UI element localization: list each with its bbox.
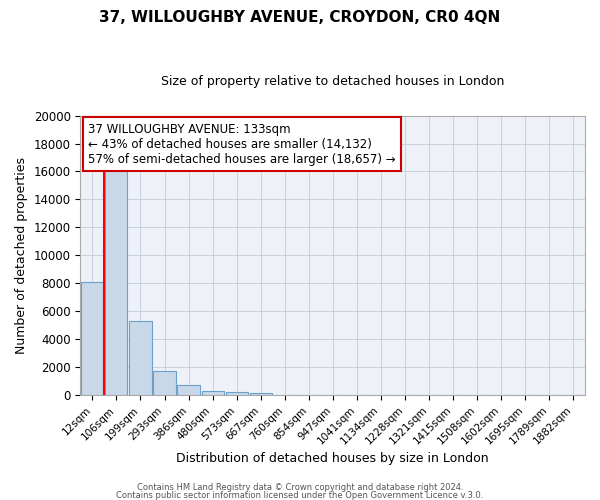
Bar [202, 392, 224, 395]
Bar [250, 394, 272, 395]
Bar [226, 392, 248, 395]
Bar [130, 321, 152, 395]
Text: Contains public sector information licensed under the Open Government Licence v.: Contains public sector information licen… [116, 490, 484, 500]
Bar [154, 370, 176, 395]
Bar [106, 163, 127, 395]
Text: 37, WILLOUGHBY AVENUE, CROYDON, CR0 4QN: 37, WILLOUGHBY AVENUE, CROYDON, CR0 4QN [100, 10, 500, 25]
Bar [82, 282, 103, 395]
X-axis label: Distribution of detached houses by size in London: Distribution of detached houses by size … [176, 452, 489, 465]
Title: Size of property relative to detached houses in London: Size of property relative to detached ho… [161, 75, 505, 88]
Text: 37 WILLOUGHBY AVENUE: 133sqm
← 43% of detached houses are smaller (14,132)
57% o: 37 WILLOUGHBY AVENUE: 133sqm ← 43% of de… [88, 122, 395, 166]
Bar [178, 386, 200, 395]
Text: Contains HM Land Registry data © Crown copyright and database right 2024.: Contains HM Land Registry data © Crown c… [137, 484, 463, 492]
Y-axis label: Number of detached properties: Number of detached properties [15, 157, 28, 354]
